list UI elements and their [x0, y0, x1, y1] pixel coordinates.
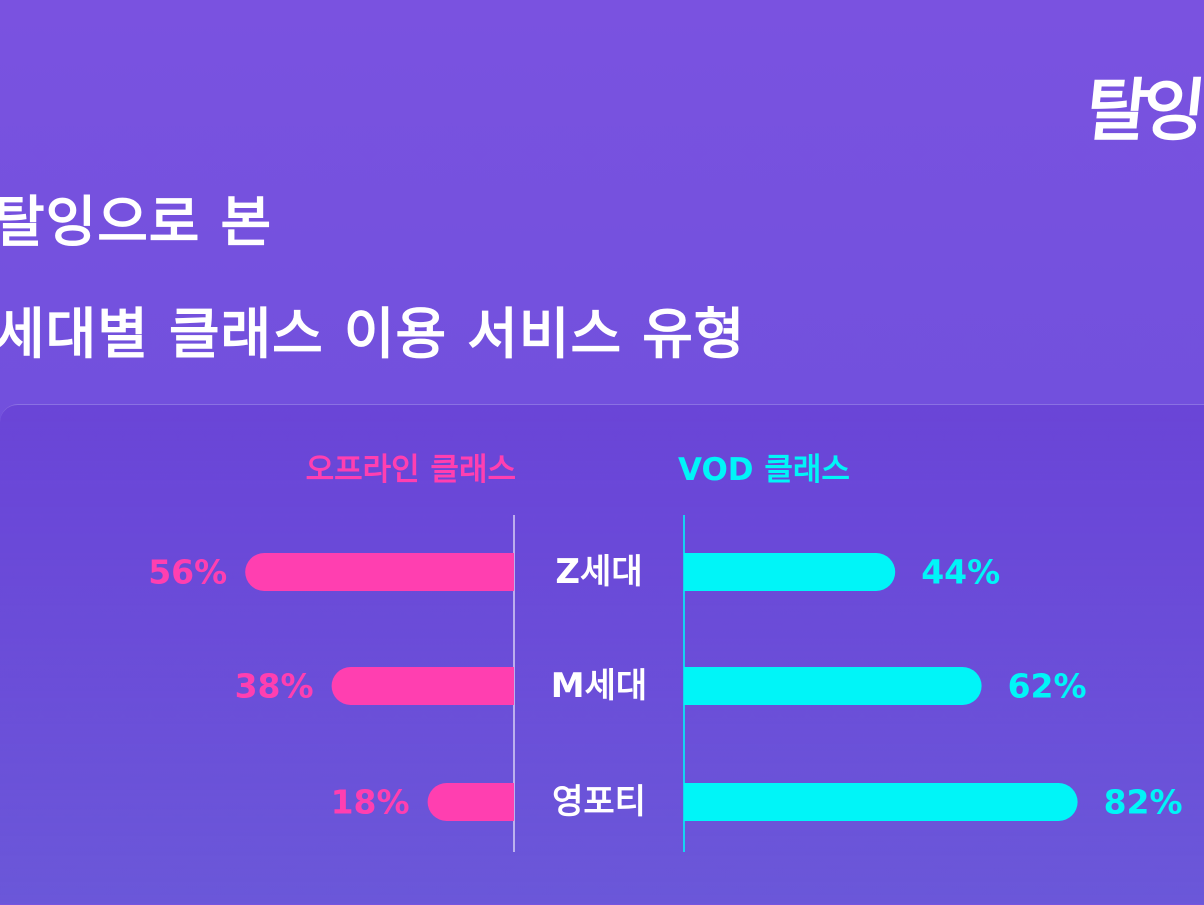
- value-label-vod-1: 62%: [1008, 667, 1087, 706]
- title-line-2: 세대별 클래스 이용 서비스 유형: [0, 302, 746, 366]
- category-label-1: M세대: [551, 666, 647, 706]
- bar-vod-2: [684, 783, 1078, 821]
- category-label-2: 영포티: [552, 782, 646, 822]
- bar-vod-0: [684, 553, 896, 591]
- legend-vod: VOD 클래스: [678, 452, 850, 488]
- value-label-offline-1: 38%: [235, 667, 314, 706]
- value-label-offline-2: 18%: [331, 783, 410, 822]
- chart-panel: [0, 404, 1204, 905]
- title-line-1: 탈잉으로 본: [0, 190, 273, 254]
- bar-offline-0: [245, 553, 514, 591]
- value-label-vod-2: 82%: [1104, 783, 1183, 822]
- value-label-vod-0: 44%: [921, 553, 1000, 592]
- bar-vod-1: [684, 667, 982, 705]
- bar-offline-2: [427, 783, 514, 821]
- bar-offline-1: [331, 667, 514, 705]
- page-title: 탈잉으로 본 세대별 클래스 이용 서비스 유형: [0, 166, 745, 390]
- category-label-0: Z세대: [555, 552, 642, 592]
- legend-offline: 오프라인 클래스: [306, 452, 516, 488]
- value-label-offline-0: 56%: [148, 553, 227, 592]
